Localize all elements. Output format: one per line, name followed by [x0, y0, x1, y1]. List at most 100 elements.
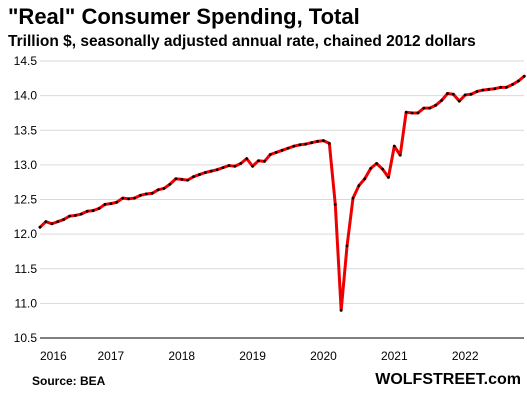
- data-point: [85, 209, 89, 213]
- data-point: [44, 220, 48, 224]
- data-point: [239, 162, 243, 165]
- y-tick-label: 13.5: [14, 123, 38, 137]
- data-point: [404, 110, 408, 114]
- data-point: [168, 182, 172, 186]
- data-point: [121, 196, 125, 200]
- data-point: [79, 212, 83, 216]
- data-point: [186, 178, 190, 182]
- data-point: [511, 83, 514, 86]
- data-point: [363, 177, 367, 181]
- data-point: [68, 214, 71, 218]
- data-point: [127, 197, 130, 201]
- data-point: [227, 164, 231, 167]
- data-point: [263, 160, 266, 163]
- data-point: [91, 209, 95, 212]
- gridlines: [40, 60, 524, 304]
- chart-subtitle: Trillion $, seasonally adjusted annual r…: [8, 33, 476, 50]
- data-point: [310, 141, 314, 145]
- data-point: [115, 200, 119, 204]
- data-point: [357, 184, 361, 188]
- data-point: [180, 178, 184, 181]
- y-tick-label: 10.5: [14, 331, 38, 345]
- y-tick-label: 11.5: [15, 262, 38, 276]
- data-point: [109, 202, 113, 206]
- data-point: [198, 173, 201, 176]
- data-point: [351, 196, 355, 200]
- x-tick-label: 2022: [452, 349, 479, 363]
- x-tick-label: 2017: [98, 349, 125, 363]
- data-point: [203, 171, 207, 174]
- data-point: [333, 202, 337, 206]
- data-point: [156, 188, 160, 192]
- y-tick-label: 13.0: [14, 158, 38, 172]
- chart-title: "Real" Consumer Spending, Total: [8, 4, 360, 29]
- data-point: [422, 106, 426, 110]
- data-point: [469, 92, 473, 96]
- data-point: [209, 169, 213, 173]
- data-point: [221, 166, 225, 170]
- data-point: [74, 214, 77, 217]
- data-point: [144, 192, 148, 196]
- data-point: [457, 99, 461, 103]
- y-tick-label: 11.0: [15, 296, 38, 310]
- data-point: [257, 159, 260, 163]
- data-point: [233, 164, 237, 168]
- data-point: [392, 144, 396, 148]
- data-point: [62, 218, 65, 221]
- series-line: [38, 74, 526, 312]
- data-point: [322, 139, 325, 143]
- data-point: [245, 157, 249, 161]
- data-point: [487, 87, 491, 91]
- data-point: [440, 99, 443, 102]
- series-spending: [38, 74, 526, 312]
- data-point: [387, 175, 390, 179]
- data-point: [505, 85, 508, 89]
- data-point: [493, 87, 497, 91]
- x-tick-label: 2018: [168, 349, 195, 363]
- data-point: [103, 202, 107, 206]
- x-tick-label: 2020: [310, 349, 337, 363]
- x-tick-labels: 2016 2017 2018 2019 2020 2021 2022: [40, 349, 479, 363]
- data-point: [133, 196, 136, 200]
- y-tick-labels: 10.5 11.0 11.5 12.0 12.5 13.0 13.5 14.0 14.5: [14, 54, 38, 345]
- data-point: [150, 191, 154, 195]
- data-point: [298, 143, 302, 147]
- data-point: [97, 207, 101, 210]
- data-point: [268, 153, 272, 156]
- x-tick-label: 2016: [40, 349, 67, 363]
- data-point: [174, 177, 178, 181]
- data-point: [446, 92, 449, 95]
- data-point: [139, 193, 142, 197]
- data-point: [463, 93, 467, 97]
- data-points: [38, 74, 526, 312]
- brand-logo: WOLFSTREET.com: [375, 371, 521, 388]
- data-point: [316, 139, 319, 143]
- data-point: [339, 308, 343, 312]
- data-point: [162, 187, 166, 190]
- data-point: [369, 166, 373, 170]
- data-point: [215, 168, 219, 172]
- data-point: [381, 167, 384, 171]
- data-point: [50, 222, 54, 226]
- data-point: [286, 146, 290, 150]
- data-point: [375, 162, 378, 165]
- data-point: [434, 103, 438, 107]
- data-point: [327, 142, 331, 145]
- x-tick-label: 2019: [239, 349, 266, 363]
- y-tick-label: 12.5: [14, 193, 38, 207]
- y-tick-label: 14.0: [14, 89, 38, 103]
- data-point: [428, 106, 432, 110]
- data-point: [304, 142, 308, 146]
- data-point: [499, 85, 503, 89]
- data-point: [481, 88, 485, 92]
- x-tick-label: 2021: [381, 349, 408, 363]
- data-point: [345, 244, 349, 248]
- data-point: [274, 151, 278, 154]
- data-point: [280, 148, 284, 152]
- data-point: [38, 225, 42, 229]
- data-point: [522, 74, 526, 78]
- data-point: [451, 92, 455, 96]
- data-point: [251, 164, 254, 168]
- data-point: [416, 111, 420, 115]
